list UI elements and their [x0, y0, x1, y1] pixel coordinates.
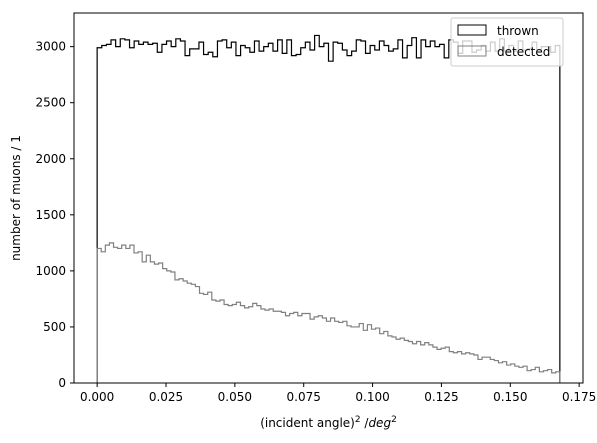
histogram-series-thrown	[96, 34, 561, 383]
y-tick-label: 3000	[35, 40, 66, 54]
legend-box	[450, 17, 564, 67]
legend-label-detected: detected	[497, 45, 550, 59]
histogram-series-detected	[96, 242, 561, 383]
x-axis-label: (incident angle)2 /deg2	[260, 415, 397, 430]
x-tick-label: 0.025	[149, 390, 183, 404]
x-tick-label: 0.050	[218, 390, 252, 404]
y-axis: 0 500 1000 1500 2000 2500 3000	[35, 40, 74, 390]
y-tick-label: 1500	[35, 208, 66, 222]
x-tick-label: 0.100	[355, 390, 389, 404]
legend: thrown detected	[450, 17, 564, 67]
x-axis: 0.000 0.025 0.050 0.075 0.100 0.125 0.150 0.175	[80, 383, 596, 404]
series-layer	[96, 34, 561, 383]
y-tick-label: 0	[58, 376, 66, 390]
x-tick-label: 0.175	[562, 390, 596, 404]
x-tick-label: 0.150	[493, 390, 527, 404]
y-tick-label: 500	[43, 320, 66, 334]
y-axis-label: number of muons / 1	[9, 135, 23, 261]
x-tick-label: 0.000	[80, 390, 114, 404]
legend-label-thrown: thrown	[497, 24, 539, 38]
x-tick-label: 0.125	[424, 390, 458, 404]
axes-frame	[73, 12, 584, 384]
y-tick-label: 2500	[35, 96, 66, 110]
legend-swatch-detected	[457, 45, 487, 57]
x-tick-label: 0.075	[287, 390, 321, 404]
y-tick-label: 2000	[35, 152, 66, 166]
legend-swatch-thrown	[457, 24, 487, 36]
y-tick-label: 1000	[35, 264, 66, 278]
